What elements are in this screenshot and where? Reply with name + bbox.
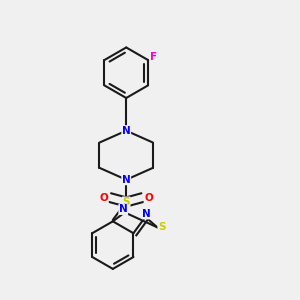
Text: F: F [151, 52, 158, 62]
Text: N: N [122, 126, 130, 136]
Text: O: O [144, 193, 153, 202]
Text: N: N [119, 204, 128, 214]
Text: N: N [142, 209, 151, 219]
Text: N: N [122, 175, 130, 185]
Text: S: S [158, 222, 165, 232]
Text: O: O [100, 193, 108, 202]
Text: S: S [122, 197, 130, 207]
